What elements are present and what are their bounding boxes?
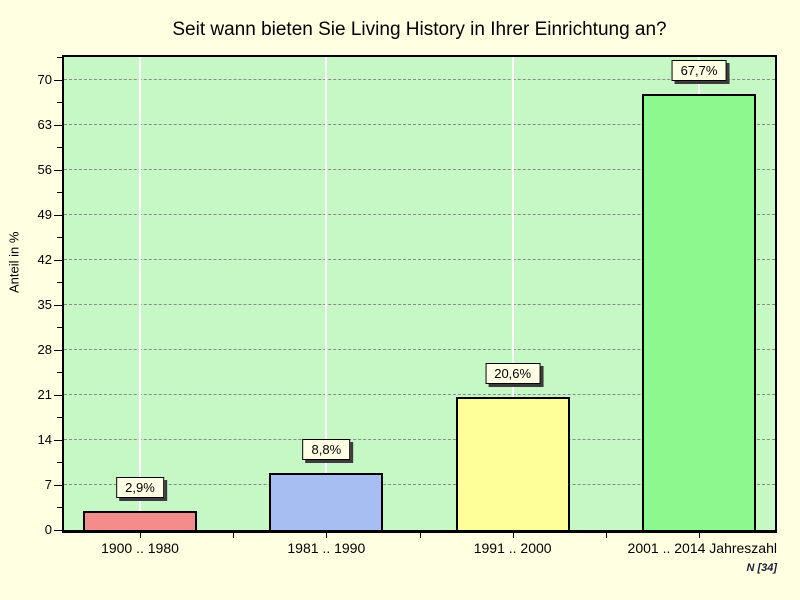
y-minor-tick-45.5	[57, 237, 62, 239]
y-tick-label-14: 14	[37, 431, 52, 447]
y-minor-tick-17.5	[57, 417, 62, 419]
x-tick-boundary-1	[233, 533, 235, 538]
x-tick-boundary-2	[419, 533, 421, 538]
y-tick-label-70: 70	[37, 71, 52, 87]
y-tick-42	[54, 259, 62, 261]
category-centerline-3	[511, 57, 514, 530]
y-tick-label-49: 49	[37, 206, 52, 222]
value-label-8,8%: 8,8%	[302, 439, 351, 461]
bar-1991 .. 2000	[455, 397, 570, 530]
y-minor-tick-59.5	[57, 147, 62, 149]
bar-1981 .. 1990	[269, 473, 384, 530]
y-minor-tick-38.5	[57, 282, 62, 284]
y-tick-label-56: 56	[37, 161, 52, 177]
y-tick-14	[54, 439, 62, 441]
y-minor-tick-66.5	[57, 102, 62, 104]
gridline-63	[64, 123, 775, 125]
value-label-20,6%: 20,6%	[485, 363, 541, 385]
y-tick-56	[54, 169, 62, 171]
category-centerline-2	[325, 57, 328, 530]
gridline-42	[64, 258, 775, 260]
y-tick-49	[54, 214, 62, 216]
y-minor-tick-52.5	[57, 192, 62, 194]
gridline-28	[64, 348, 775, 350]
y-tick-label-7: 7	[44, 476, 52, 492]
y-tick-21	[54, 394, 62, 396]
y-minor-tick-3.5	[57, 507, 62, 509]
chart-title: Seit wann bieten Sie Living History in I…	[172, 19, 667, 40]
x-category-label-4: 2001 .. 2014 Jahreszahl	[627, 540, 777, 556]
y-tick-label-0: 0	[44, 522, 52, 537]
y-minor-tick-31.5	[57, 327, 62, 329]
gridline-21	[64, 393, 775, 395]
x-tick-boundary-3	[605, 533, 607, 538]
bar-1900 .. 1980	[83, 511, 197, 530]
gridline-70	[64, 78, 775, 80]
value-label-67,7%: 67,7%	[671, 60, 727, 82]
y-tick-63	[54, 124, 62, 126]
x-category-label-2: 1981 .. 1990	[287, 540, 366, 556]
y-tick-28	[54, 349, 62, 351]
y-tick-label-63: 63	[37, 116, 52, 132]
plot-area: 2,9% 8,8% 20,6% 67,7%	[62, 55, 777, 533]
y-minor-tick-73.5	[57, 57, 62, 58]
gridline-35	[64, 303, 775, 305]
value-label-2,9%: 2,9%	[116, 477, 164, 499]
x-tick-center-1	[140, 533, 141, 538]
y-tick-label-35: 35	[37, 296, 52, 312]
y-minor-tick-10.5	[57, 462, 62, 464]
gridline-56	[64, 168, 775, 170]
y-tick-7	[54, 484, 62, 486]
sample-size-note: N [34]	[746, 562, 777, 574]
x-category-label-1: 1900 .. 1980	[101, 540, 179, 556]
y-minor-tick-24.5	[57, 372, 62, 374]
category-centerline-1	[139, 57, 141, 530]
y-tick-35	[54, 304, 62, 306]
x-tick-center-2	[326, 533, 328, 538]
x-tick-center-4	[699, 533, 700, 538]
gridline-49	[64, 213, 775, 215]
y-tick-label-21: 21	[37, 386, 52, 402]
y-tick-label-28: 28	[37, 341, 52, 357]
x-category-label-3: 1991 .. 2000	[473, 540, 552, 556]
gridline-7	[64, 483, 775, 485]
y-tick-70	[54, 79, 62, 81]
y-tick-label-42: 42	[37, 251, 52, 267]
y-tick-0	[54, 530, 62, 531]
x-tick-center-3	[512, 533, 514, 538]
gridline-14	[64, 438, 775, 440]
bar-2001 .. 2014	[642, 94, 756, 530]
